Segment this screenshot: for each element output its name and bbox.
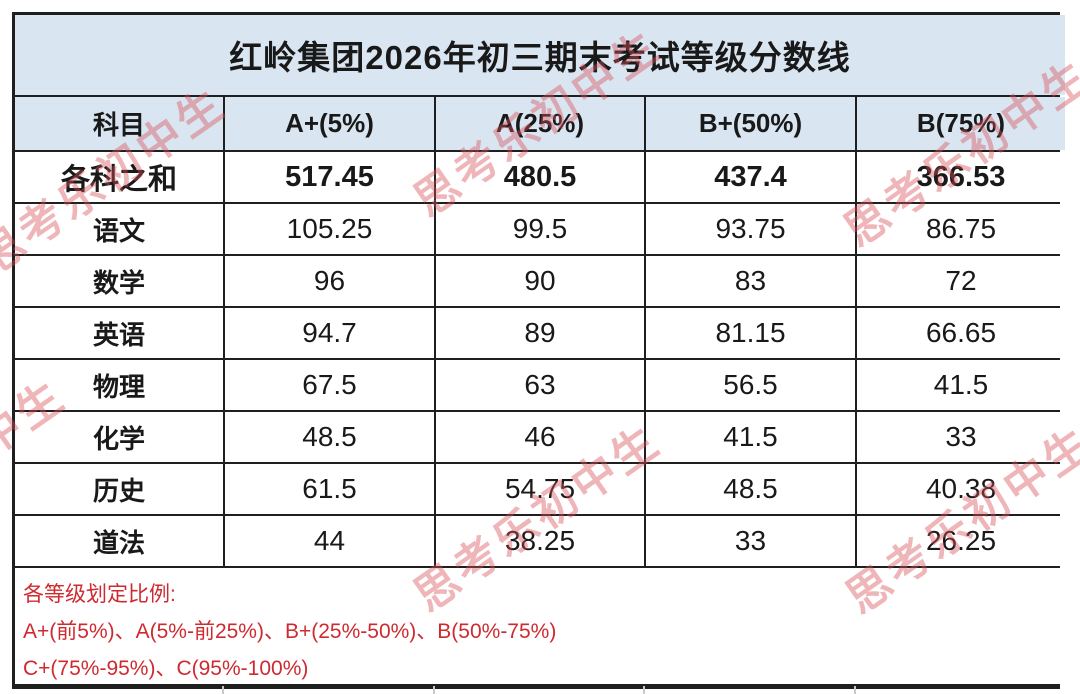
column-header-subject: 科目 xyxy=(15,97,223,150)
column-header-a: A(25%) xyxy=(436,97,644,150)
score-cell: 41.5 xyxy=(646,412,855,462)
subject-cell-english: 英语 xyxy=(15,308,223,358)
score-cell: 437.4 xyxy=(646,152,855,202)
score-cell: 366.53 xyxy=(857,152,1065,202)
subject-cell-physics: 物理 xyxy=(15,360,223,410)
score-cell: 72 xyxy=(857,256,1065,306)
score-cell: 56.5 xyxy=(646,360,855,410)
score-cell: 33 xyxy=(646,516,855,566)
score-cell: 517.45 xyxy=(225,152,434,202)
score-cell: 99.5 xyxy=(436,204,644,254)
score-cell: 61.5 xyxy=(225,464,434,514)
score-cell: 105.25 xyxy=(225,204,434,254)
score-table: 红岭集团2026年初三期末考试等级分数线 科目 A+(5%) A(25%) B+… xyxy=(12,12,1065,689)
score-cell: 67.5 xyxy=(225,360,434,410)
gridline-stub xyxy=(854,686,856,694)
grade-ratio-note: 各等级划定比例: A+(前5%)、A(5%-前25%)、B+(25%-50%)、… xyxy=(15,568,1065,684)
note-line-lower-grades: C+(75%-95%)、C(95%-100%) xyxy=(23,657,309,680)
column-header-a-plus: A+(5%) xyxy=(225,97,434,150)
subject-cell-total: 各科之和 xyxy=(15,152,223,202)
score-cell: 48.5 xyxy=(225,412,434,462)
subject-cell-math: 数学 xyxy=(15,256,223,306)
subject-cell-morality: 道法 xyxy=(15,516,223,566)
score-cell: 90 xyxy=(436,256,644,306)
column-header-b: B(75%) xyxy=(857,97,1065,150)
score-cell: 63 xyxy=(436,360,644,410)
note-line-heading: 各等级划定比例: xyxy=(23,583,176,606)
score-cell: 33 xyxy=(857,412,1065,462)
score-cell: 96 xyxy=(225,256,434,306)
score-cell: 93.75 xyxy=(646,204,855,254)
gridline-stub xyxy=(433,686,435,694)
subject-cell-chinese: 语文 xyxy=(15,204,223,254)
score-cell: 26.25 xyxy=(857,516,1065,566)
subject-cell-history: 历史 xyxy=(15,464,223,514)
column-header-b-plus: B+(50%) xyxy=(646,97,855,150)
table-title: 红岭集团2026年初三期末考试等级分数线 xyxy=(15,15,1065,95)
note-line-upper-grades: A+(前5%)、A(5%-前25%)、B+(25%-50%)、B(50%-75%… xyxy=(23,620,557,643)
gridline-stub xyxy=(222,686,224,694)
score-cell: 83 xyxy=(646,256,855,306)
score-cell: 38.25 xyxy=(436,516,644,566)
score-cell: 41.5 xyxy=(857,360,1065,410)
score-cell: 89 xyxy=(436,308,644,358)
score-cell: 480.5 xyxy=(436,152,644,202)
gridline-stub xyxy=(643,686,645,694)
score-cell: 86.75 xyxy=(857,204,1065,254)
score-cell: 40.38 xyxy=(857,464,1065,514)
subject-cell-chemistry: 化学 xyxy=(15,412,223,462)
score-cell: 94.7 xyxy=(225,308,434,358)
score-cell: 46 xyxy=(436,412,644,462)
score-cell: 44 xyxy=(225,516,434,566)
score-cell: 48.5 xyxy=(646,464,855,514)
score-cell: 54.75 xyxy=(436,464,644,514)
score-cell: 81.15 xyxy=(646,308,855,358)
score-cell: 66.65 xyxy=(857,308,1065,358)
